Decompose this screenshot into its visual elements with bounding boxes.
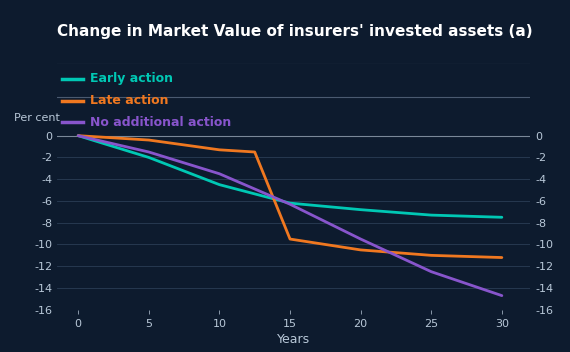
Text: Early action: Early action	[90, 73, 173, 86]
Text: Late action: Late action	[90, 94, 169, 107]
Text: Per cent: Per cent	[14, 113, 60, 123]
X-axis label: Years: Years	[277, 333, 310, 346]
Text: Change in Market Value of insurers' invested assets (a): Change in Market Value of insurers' inve…	[57, 24, 532, 39]
Text: No additional action: No additional action	[90, 116, 231, 129]
